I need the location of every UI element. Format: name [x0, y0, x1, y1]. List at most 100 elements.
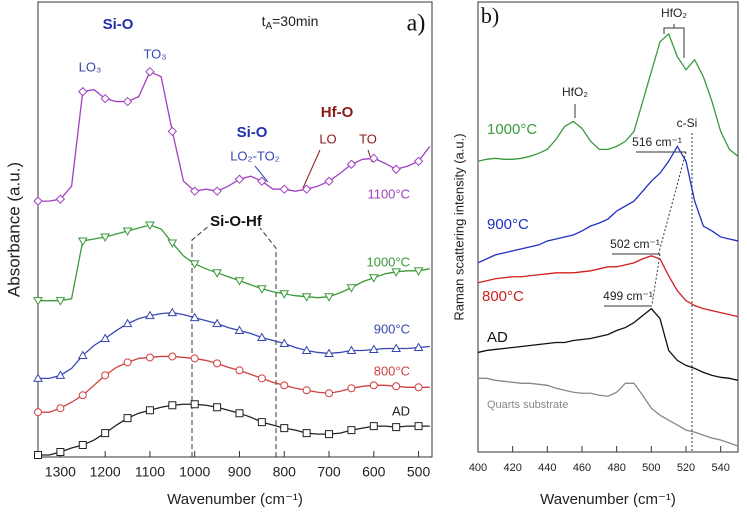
pointer — [302, 149, 321, 189]
x-tick-label: 520 — [677, 462, 695, 474]
marker — [145, 353, 154, 362]
guide — [657, 151, 687, 257]
spectrum-line — [477, 32, 739, 162]
marker — [391, 343, 402, 352]
marker — [33, 408, 43, 417]
dashed-guide — [191, 224, 211, 457]
marker — [392, 423, 401, 432]
y-axis-label: Absorbance (a.u.) — [4, 162, 23, 297]
marker — [78, 441, 87, 450]
marker — [325, 430, 334, 439]
marker — [257, 332, 267, 342]
marker — [324, 293, 334, 302]
marker — [77, 350, 88, 359]
series-label: 800°C — [374, 363, 410, 378]
annotation: TO₃ — [143, 46, 166, 61]
annotation: TO — [359, 131, 377, 146]
marker — [392, 382, 401, 391]
series-label: 1000°C — [366, 254, 410, 269]
marker — [413, 267, 424, 276]
annotation-part: t — [262, 13, 266, 29]
marker — [346, 345, 357, 354]
annotation: 516 cm⁻¹ — [632, 135, 682, 149]
series-label: AD — [392, 403, 410, 418]
marker — [189, 312, 200, 322]
marker — [413, 156, 424, 167]
marker — [55, 194, 66, 204]
marker — [122, 96, 133, 107]
series-label: 900°C — [374, 321, 410, 336]
x-axis-label: Wavenumber (cm⁻¹) — [540, 491, 676, 508]
marker — [413, 342, 424, 351]
marker — [369, 153, 379, 164]
annotation: HfO₂ — [562, 85, 588, 99]
marker — [101, 429, 110, 438]
series-label: 800°C — [482, 288, 524, 305]
annotation: LO₂-TO₂ — [230, 148, 280, 163]
marker — [391, 164, 401, 174]
marker — [301, 345, 312, 354]
x-tick-label: 1200 — [90, 464, 121, 480]
marker — [145, 221, 155, 231]
marker — [56, 404, 65, 413]
marker — [100, 93, 110, 104]
marker — [101, 371, 110, 380]
marker — [33, 297, 43, 306]
series-label: 1100°C — [367, 186, 410, 201]
marker — [301, 293, 312, 302]
annotation: Si-O — [237, 124, 268, 141]
x-tick-label: 1100 — [135, 464, 165, 480]
marker — [168, 401, 177, 410]
marker — [235, 366, 244, 375]
marker — [78, 86, 88, 97]
marker — [77, 237, 88, 246]
x-tick-label: 800 — [273, 464, 297, 480]
annotation: a) — [407, 11, 426, 37]
marker — [145, 66, 155, 77]
marker — [346, 159, 357, 169]
marker — [100, 233, 111, 242]
marker — [55, 370, 66, 379]
pointer — [254, 165, 269, 183]
annotation-sub: A — [265, 21, 272, 32]
x-tick-label: 440 — [538, 462, 556, 474]
marker — [212, 318, 222, 328]
marker — [302, 429, 311, 438]
marker — [189, 260, 200, 269]
marker — [346, 284, 357, 293]
series-label: 1000°C — [487, 121, 537, 138]
marker — [279, 338, 290, 347]
x-tick-label: 1000 — [179, 464, 210, 480]
marker — [279, 184, 289, 194]
marker — [213, 403, 222, 412]
annotation-part: =30min — [272, 13, 318, 29]
marker — [302, 386, 311, 395]
x-tick-label: 540 — [711, 462, 729, 474]
marker — [34, 451, 42, 460]
marker — [234, 277, 245, 286]
x-tick-label: 500 — [642, 462, 660, 474]
series-label: Quarts substrate — [487, 399, 568, 411]
marker — [391, 268, 402, 277]
x-tick-label: 700 — [317, 464, 341, 480]
marker — [212, 269, 222, 278]
spectrum-line — [477, 255, 739, 318]
annotation: Si-O — [103, 16, 134, 33]
x-tick-label: 600 — [362, 464, 386, 480]
series-label: 900°C — [487, 216, 529, 233]
marker — [78, 391, 87, 400]
marker — [369, 422, 378, 431]
marker — [189, 186, 200, 196]
marker — [368, 274, 379, 283]
marker — [235, 409, 244, 418]
marker — [167, 126, 178, 137]
marker — [55, 297, 66, 306]
marker — [212, 186, 222, 196]
marker — [56, 448, 65, 457]
annotation: Si-O-Hf — [210, 213, 263, 230]
x-tick-label: 400 — [469, 462, 487, 474]
marker — [213, 359, 222, 368]
marker — [100, 333, 111, 343]
spectrum-line — [478, 377, 739, 447]
